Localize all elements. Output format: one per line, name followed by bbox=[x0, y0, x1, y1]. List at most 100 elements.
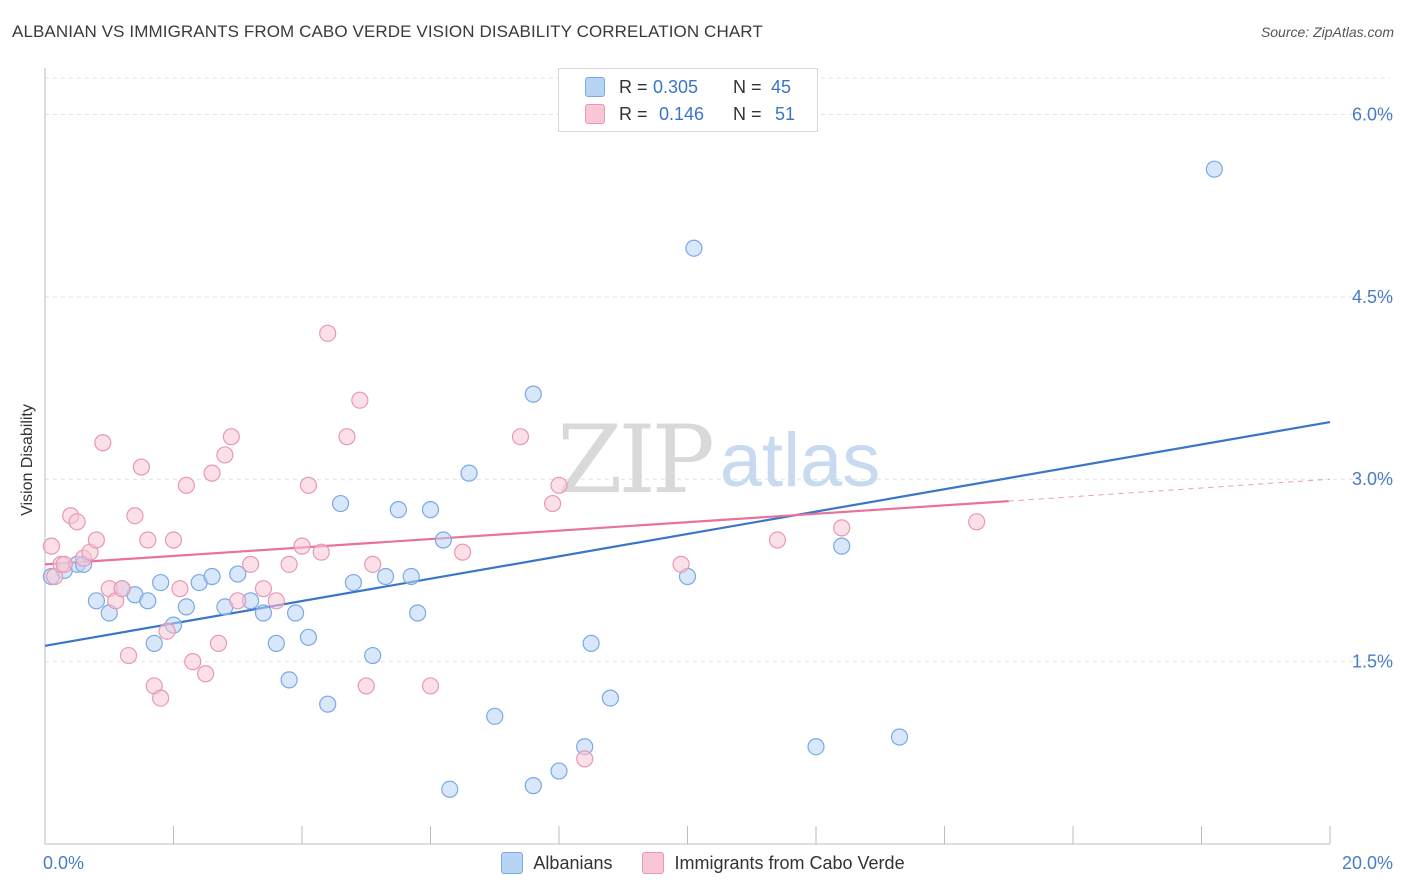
cabo-verde-trend-line bbox=[44, 500, 1009, 566]
albanians-point bbox=[177, 598, 195, 616]
stats-box: R = 0.305 N = 45 R = 0.146 N = 51 bbox=[558, 68, 818, 132]
y-tick-label: 4.5% bbox=[1352, 287, 1393, 307]
cabo-verde-n-value: 51 bbox=[775, 103, 796, 124]
albanians-point bbox=[582, 634, 600, 652]
cabo-verde-point bbox=[87, 531, 106, 549]
cabo-verde-point bbox=[357, 677, 375, 695]
albanians-r-value: 0.305 bbox=[653, 76, 699, 97]
chart-title: ALBANIAN VS IMMIGRANTS FROM CABO VERDE V… bbox=[12, 22, 763, 41]
axes bbox=[44, 68, 1331, 845]
cabo-verde-point bbox=[177, 476, 195, 494]
r-label: R = bbox=[619, 103, 648, 124]
cabo-verde-point bbox=[184, 653, 202, 671]
cabo-verde-point bbox=[280, 555, 298, 573]
albanians-point bbox=[685, 239, 703, 257]
albanians-point bbox=[319, 695, 337, 713]
albanians-n-value: 45 bbox=[771, 76, 792, 97]
cabo-verde-point bbox=[158, 622, 176, 640]
data-points bbox=[42, 160, 1223, 798]
albanians-point bbox=[139, 592, 157, 610]
albanians-point bbox=[601, 689, 620, 707]
albanians-point bbox=[331, 494, 350, 513]
cabo-verde-point bbox=[511, 428, 530, 446]
cabo-verde-r-value: 0.146 bbox=[659, 103, 705, 124]
albanians-point bbox=[441, 780, 459, 798]
albanians-point bbox=[807, 738, 825, 756]
cabo-verde-point bbox=[254, 580, 273, 598]
albanians-legend-swatch bbox=[501, 852, 524, 874]
source-label: Source: ZipAtlas.com bbox=[1260, 24, 1394, 40]
cabo-verde-swatch bbox=[585, 104, 605, 124]
legend-item-cabo-verde[interactable]: Immigrants from Cabo Verde bbox=[642, 852, 905, 874]
albanians-point bbox=[833, 537, 851, 555]
cabo-verde-point bbox=[672, 555, 690, 573]
n-label: N = bbox=[733, 76, 762, 97]
cabo-verde-point bbox=[152, 689, 170, 707]
cabo-verde-point bbox=[139, 531, 157, 549]
cabo-verde-point bbox=[42, 537, 61, 555]
x-tick-label: 20.0% bbox=[1342, 853, 1393, 873]
n-label: N = bbox=[733, 103, 762, 124]
watermark-zip: ZIP bbox=[557, 406, 711, 515]
albanians-point bbox=[87, 592, 106, 610]
cabo-verde-point bbox=[768, 531, 787, 549]
x-tick-label: 0.0% bbox=[43, 853, 84, 873]
cabo-verde-point bbox=[364, 555, 382, 573]
albanians-point bbox=[203, 567, 221, 586]
albanians-point bbox=[1205, 160, 1223, 178]
cabo-verde-point bbox=[55, 555, 73, 573]
albanians-point bbox=[486, 707, 504, 725]
albanians-point bbox=[402, 567, 420, 586]
cabo-verde-point bbox=[132, 458, 150, 476]
cabo-verde-point bbox=[222, 428, 240, 446]
albanians-point bbox=[344, 573, 362, 592]
cabo-verde-point bbox=[267, 592, 285, 610]
cabo-verde-point bbox=[209, 634, 228, 652]
cabo-verde-point bbox=[299, 476, 318, 494]
cabo-verde-point bbox=[68, 513, 86, 531]
albanians-point bbox=[267, 634, 285, 652]
cabo-verde-point bbox=[550, 476, 568, 494]
cabo-verde-point bbox=[319, 324, 337, 342]
cabo-verde-point bbox=[171, 580, 189, 598]
watermark-atlas: atlas bbox=[720, 418, 881, 503]
cabo-verde-point bbox=[312, 543, 330, 561]
albanians-point bbox=[254, 604, 273, 622]
cabo-verde-point bbox=[126, 507, 144, 525]
legend: Albanians Immigrants from Cabo Verde bbox=[0, 852, 1406, 874]
albanians-point bbox=[524, 385, 542, 403]
albanians-point bbox=[524, 777, 542, 795]
legend-item-albanians[interactable]: Albanians bbox=[501, 852, 612, 874]
cabo-verde-point bbox=[229, 592, 247, 610]
y-tick-label: 6.0% bbox=[1352, 104, 1393, 124]
albanians-point bbox=[890, 728, 909, 746]
cabo-verde-legend-swatch bbox=[642, 852, 665, 874]
albanians-point bbox=[460, 464, 478, 482]
r-label: R = bbox=[619, 76, 648, 97]
albanians-point bbox=[286, 604, 305, 622]
cabo-verde-trend-extension bbox=[1008, 478, 1331, 502]
cabo-verde-point bbox=[576, 750, 594, 768]
cabo-verde-point bbox=[351, 391, 369, 409]
cabo-verde-point bbox=[197, 665, 215, 683]
cabo-verde-point bbox=[543, 494, 562, 513]
cabo-verde-point bbox=[94, 434, 112, 452]
gridlines bbox=[45, 77, 1390, 663]
cabo-verde-point bbox=[968, 513, 986, 531]
y-tick-label: 3.0% bbox=[1352, 469, 1393, 489]
cabo-verde-point bbox=[421, 677, 440, 695]
watermark: ZIP atlas bbox=[557, 406, 880, 515]
albanians-swatch bbox=[585, 77, 605, 97]
albanians-point bbox=[389, 501, 407, 519]
cabo-verde-legend-label: Immigrants from Cabo Verde bbox=[674, 852, 905, 873]
albanians-point bbox=[434, 531, 452, 549]
cabo-verde-point bbox=[164, 531, 183, 549]
albanians-point bbox=[229, 565, 247, 583]
cabo-verde-point bbox=[119, 646, 138, 665]
y-tick-label: 1.5% bbox=[1352, 652, 1393, 672]
albanians-point bbox=[421, 501, 440, 519]
albanians-point bbox=[152, 573, 170, 592]
albanians-point bbox=[280, 671, 298, 689]
cabo-verde-point bbox=[293, 537, 311, 555]
